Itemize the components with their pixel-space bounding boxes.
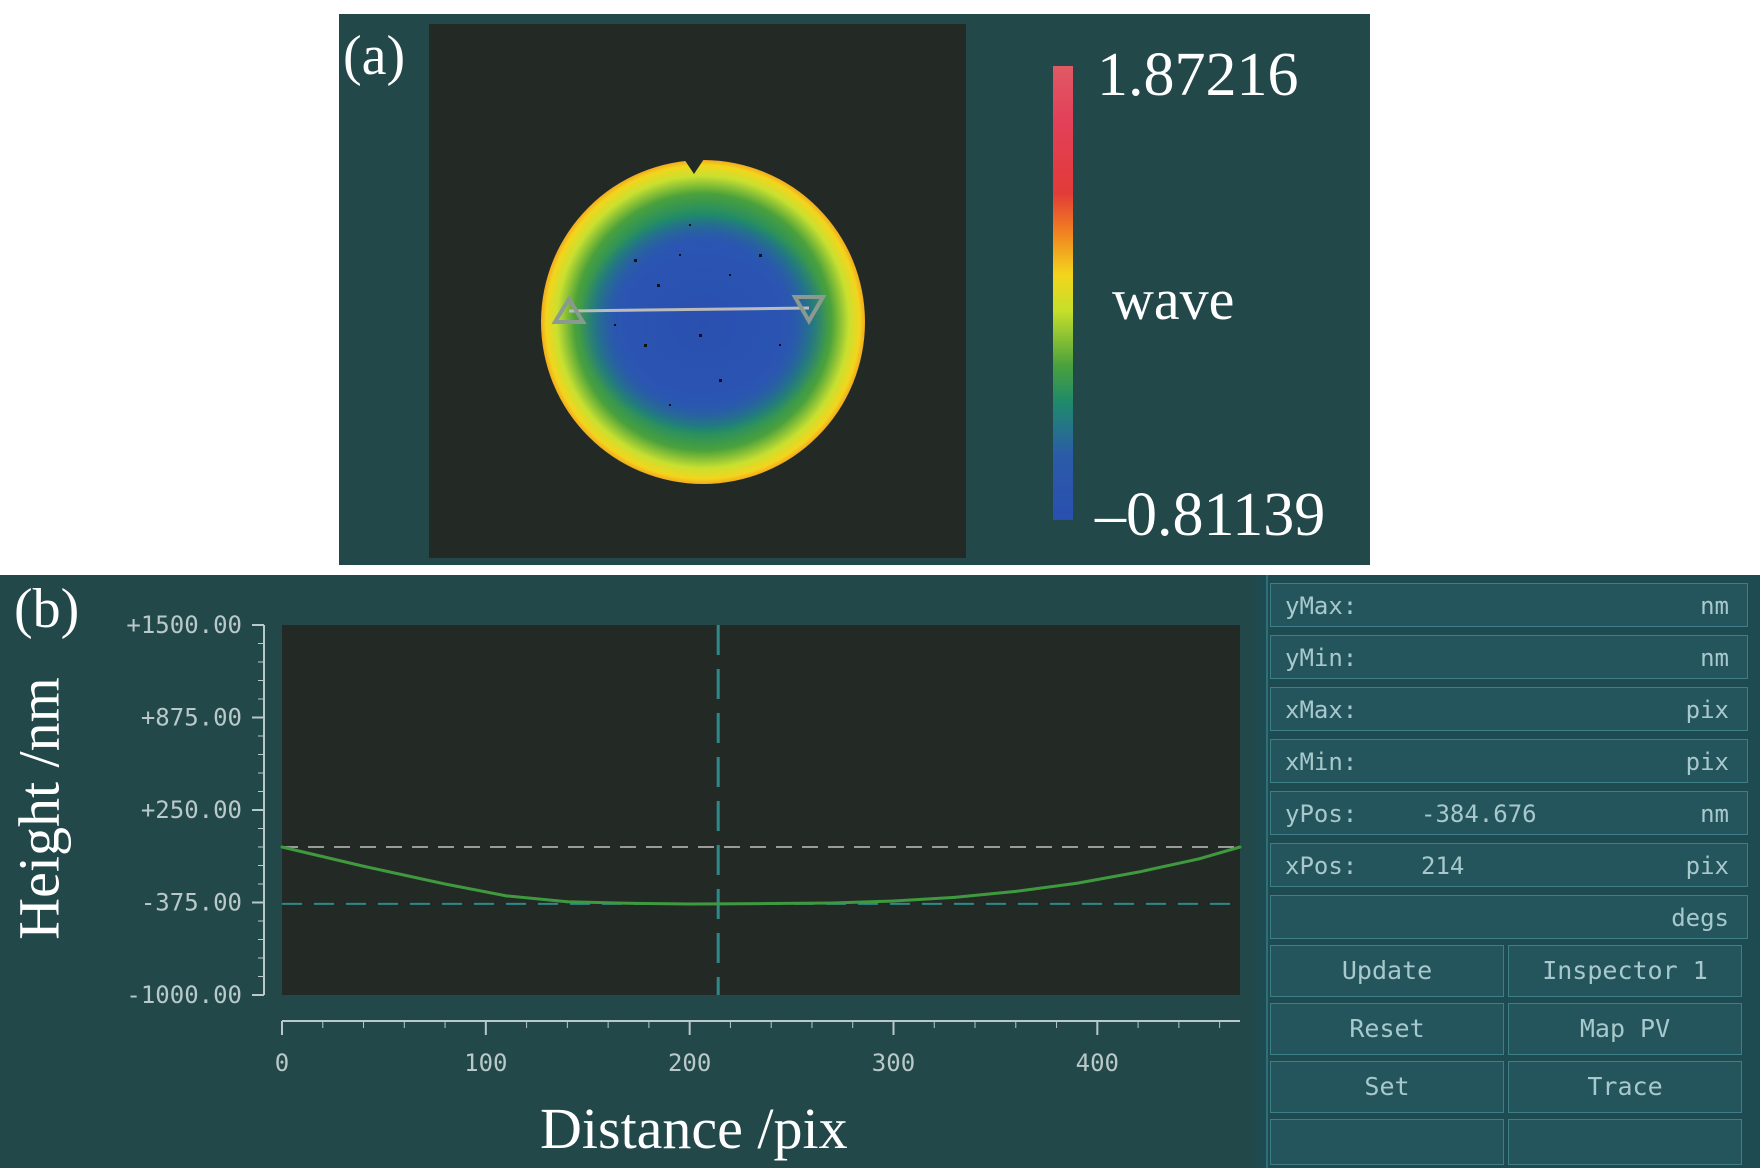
profile-point (1075, 881, 1079, 885)
profile-point (716, 902, 720, 906)
set-button[interactable]: Set (1270, 1061, 1504, 1113)
profile-point (280, 845, 284, 849)
colorbar-max-label: 1.87216 (1097, 41, 1299, 109)
xpos-field: xPos: 214 pix (1270, 843, 1748, 887)
ypos-field: yPos: -384.676 nm (1270, 791, 1748, 835)
surface-map-svg (541, 159, 865, 484)
x-tick-label: 400 (1076, 1049, 1119, 1077)
field-unit: pix (1685, 852, 1729, 880)
colorbar (1053, 66, 1073, 520)
x-tick-label: 200 (668, 1049, 711, 1077)
x-tick-label: 0 (275, 1049, 289, 1077)
profile-point (362, 864, 366, 868)
y-tick-label: -375.00 (141, 889, 242, 917)
trace-button[interactable]: Trace (1508, 1061, 1742, 1113)
field-unit: nm (1700, 592, 1729, 620)
reset-button[interactable]: Reset (1270, 1003, 1504, 1055)
inspector-button[interactable]: Inspector 1 (1508, 945, 1742, 997)
profile-point (565, 900, 569, 904)
x-tick-label: 100 (464, 1049, 507, 1077)
profile-line (568, 306, 810, 313)
field-label: yMax: (1285, 592, 1358, 620)
surface-map-view[interactable] (429, 24, 966, 558)
field-label: xPos: (1285, 852, 1358, 880)
field-label: yMin: (1285, 644, 1358, 672)
plot-background (282, 625, 1240, 995)
ymin-field: yMin: nm (1270, 635, 1748, 679)
field-unit: degs (1671, 904, 1729, 932)
field-unit: nm (1700, 644, 1729, 672)
panel-a-label: (a) (343, 25, 406, 87)
profile-point (953, 895, 957, 899)
profile-panel: -1000.00 -375.00 +250.00 +875.00 +1500.00 0 10… (0, 575, 1760, 1168)
panel-b-label: (b) (14, 578, 80, 640)
blank-button (1270, 1119, 1504, 1165)
profile-point (769, 902, 773, 906)
field-unit: nm (1700, 800, 1729, 828)
profile-point (627, 901, 631, 905)
colorbar-unit-label: wave (1112, 267, 1235, 332)
field-unit: pix (1685, 748, 1729, 776)
data-speckles (614, 224, 781, 406)
field-value: -384.676 (1421, 800, 1537, 828)
profile-point (688, 902, 692, 906)
profile-point (504, 894, 508, 898)
panel-divider (1266, 575, 1268, 1168)
profile-point (1197, 857, 1201, 861)
y-tick-label: +250.00 (141, 796, 242, 824)
profile-point (1238, 845, 1242, 849)
profile-point (830, 901, 834, 905)
profile-point (443, 882, 447, 886)
end-marker-icon (791, 295, 827, 325)
xmax-field: xMax: pix (1270, 687, 1748, 731)
field-unit: pix (1685, 696, 1729, 724)
ymax-field: yMax: nm (1270, 583, 1748, 627)
start-marker-icon (551, 295, 587, 324)
y-tick-label: +875.00 (141, 704, 242, 732)
y-tick-label: -1000.00 (126, 981, 242, 1009)
aperture-notch (684, 159, 704, 174)
x-axis-label: Distance /pix (540, 1096, 848, 1161)
surface-map-panel: (a) (339, 14, 1370, 565)
field-label: yPos: (1285, 800, 1358, 828)
field-label: xMax: (1285, 696, 1358, 724)
angle-field: degs (1270, 895, 1748, 939)
field-label: xMin: (1285, 748, 1358, 776)
y-axis-label: Height /nm (6, 677, 72, 940)
xmin-field: xMin: pix (1270, 739, 1748, 783)
y-tick-label: +1500.00 (126, 611, 242, 639)
update-button[interactable]: Update (1270, 945, 1504, 997)
aperture-core (579, 214, 829, 434)
colorbar-min-label: –0.81139 (1095, 481, 1326, 549)
x-tick-label: 300 (872, 1049, 915, 1077)
profile-chart[interactable]: -1000.00 -375.00 +250.00 +875.00 +1500.00 0 10… (0, 575, 1256, 1168)
blank-button (1508, 1119, 1742, 1165)
profile-point (891, 899, 895, 903)
profile-point (1014, 889, 1018, 893)
field-value: 214 (1421, 852, 1465, 880)
profile-point (1136, 870, 1140, 874)
inspector-panel: yMax: nm yMin: nm xMax: pix xMin: pix yP… (1256, 575, 1760, 1168)
map-pv-button[interactable]: Map PV (1508, 1003, 1742, 1055)
